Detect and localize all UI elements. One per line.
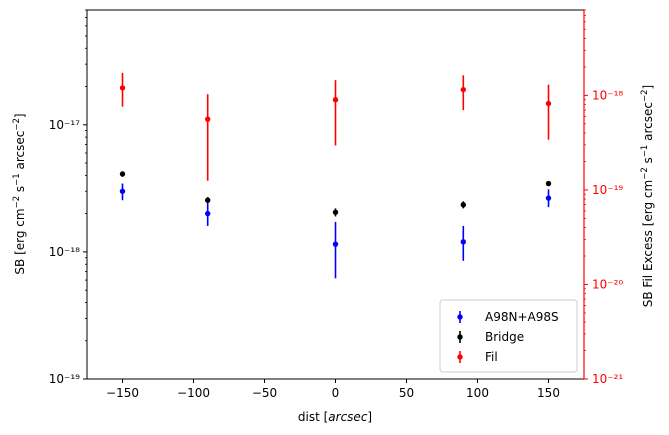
x-tick-label: −100 <box>177 386 210 400</box>
x-axis-label: dist [arcsec] <box>298 410 372 424</box>
data-point <box>119 188 126 194</box>
series-layer <box>119 72 552 279</box>
legend-item-a98n-a98s: A98N+A98S <box>457 310 559 324</box>
x-tick-label: 100 <box>466 386 489 400</box>
x-axis-ticks: −150 −100 −50 0 50 100 150 <box>106 379 560 400</box>
legend-label: Bridge <box>485 330 524 344</box>
y-axis-right-label: SB Fil Excess [erg cm−2 s−1 arcsec−2] <box>640 85 655 307</box>
legend-marker <box>457 354 463 360</box>
x-tick-label: 150 <box>537 386 560 400</box>
legend-box <box>439 299 578 373</box>
data-point <box>460 202 466 208</box>
y-tick-label: 10⁻¹⁹ <box>49 372 80 386</box>
data-point <box>205 116 211 122</box>
x-tick-label: 50 <box>399 386 414 400</box>
data-point <box>460 239 466 245</box>
legend: A98N+A98S Bridge Fil <box>439 299 578 373</box>
data-point <box>332 97 339 103</box>
y2-tick-label: 10⁻¹⁸ <box>592 88 623 102</box>
legend-label: A98N+A98S <box>485 310 559 324</box>
x-tick-label: −50 <box>252 386 277 400</box>
series-a98n-a98s <box>119 183 552 279</box>
data-point <box>205 210 211 217</box>
x-tick-label: 0 <box>332 386 340 400</box>
legend-item-bridge: Bridge <box>457 330 524 344</box>
y-axis-left-ticks: 10⁻¹⁹ 10⁻¹⁸ 10⁻¹⁷ <box>49 9 87 386</box>
y-tick-label: 10⁻¹⁸ <box>49 245 80 259</box>
data-point <box>545 195 552 201</box>
y-axis-left-label: SB [erg cm−2 s−1 arcsec−2] <box>12 113 27 274</box>
data-point <box>332 241 339 247</box>
data-point <box>545 180 552 187</box>
legend-item-fil: Fil <box>457 350 498 364</box>
y2-tick-label: 10⁻¹⁹ <box>592 183 623 197</box>
legend-marker <box>457 334 463 340</box>
y-axis-right-ticks: 10⁻²¹ 10⁻²⁰ 10⁻¹⁹ 10⁻¹⁸ <box>583 9 623 386</box>
data-point <box>545 100 552 107</box>
y2-tick-label: 10⁻²⁰ <box>592 277 623 291</box>
data-point <box>332 209 339 215</box>
y-tick-label: 10⁻¹⁷ <box>49 118 80 132</box>
data-point <box>205 197 211 203</box>
x-tick-label: −150 <box>106 386 139 400</box>
series-fil <box>119 72 552 181</box>
data-point <box>460 86 466 93</box>
legend-marker <box>457 314 463 320</box>
legend-label: Fil <box>485 350 498 364</box>
data-point <box>119 85 126 91</box>
series-bridge <box>119 171 552 217</box>
y2-tick-label: 10⁻²¹ <box>592 372 623 386</box>
data-point <box>119 171 126 177</box>
legend-items: A98N+A98S Bridge Fil <box>457 310 559 364</box>
